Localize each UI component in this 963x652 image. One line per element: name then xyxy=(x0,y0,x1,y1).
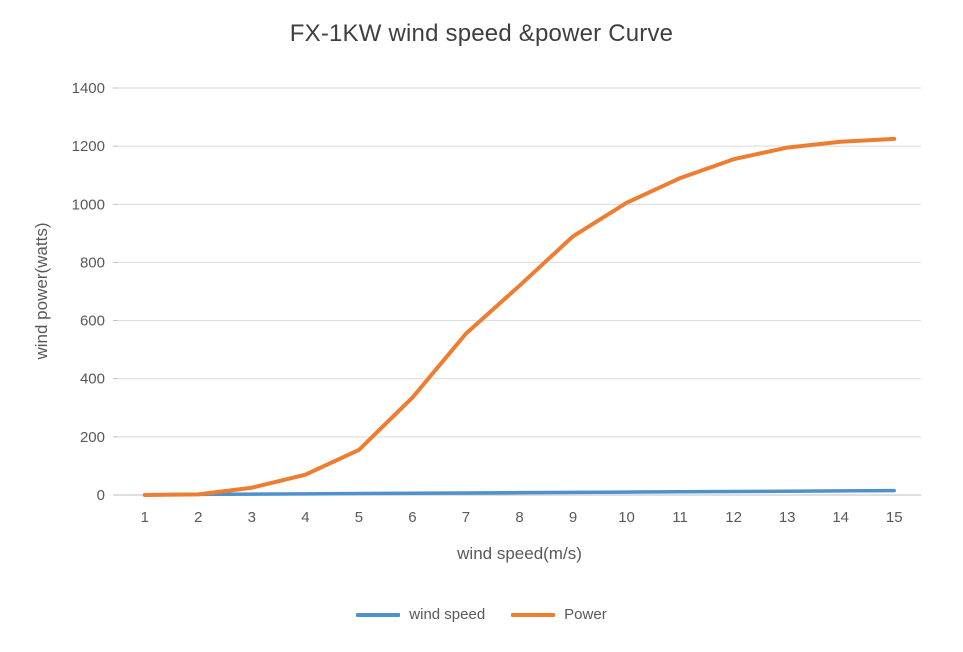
legend-item-wind-speed: wind speed xyxy=(356,606,485,623)
x-tick-label: 1 xyxy=(141,509,149,526)
x-tick-label: 11 xyxy=(672,509,688,526)
x-tick-label: 13 xyxy=(779,509,796,526)
legend: wind speed Power xyxy=(0,606,963,623)
x-tick-label: 15 xyxy=(886,509,903,526)
x-tick-label: 4 xyxy=(301,509,309,526)
x-tick-label: 14 xyxy=(832,509,849,526)
y-tick-label: 0 xyxy=(97,487,105,504)
y-tick-label: 400 xyxy=(80,371,105,388)
x-tick-label: 12 xyxy=(725,509,742,526)
y-tick-label: 200 xyxy=(80,429,105,446)
x-tick-label: 5 xyxy=(355,509,363,526)
legend-label-wind-speed: wind speed xyxy=(409,606,486,623)
x-tick-label: 9 xyxy=(569,509,577,526)
y-tick-label: 600 xyxy=(80,313,105,330)
x-tick-label: 2 xyxy=(194,509,202,526)
Power-line xyxy=(142,136,897,497)
y-tick-label: 1400 xyxy=(72,80,105,97)
power-line-swatch xyxy=(511,612,556,617)
chart-title: FX-1KW wind speed &power Curve xyxy=(289,20,674,47)
legend-item-power: Power xyxy=(511,606,607,623)
x-axis-title: wind speed(m/s) xyxy=(457,544,582,563)
x-tick-label: 3 xyxy=(248,509,256,526)
legend-label-power: Power xyxy=(564,606,607,623)
x-tick-label: 8 xyxy=(515,509,523,526)
y-tick-label: 1000 xyxy=(72,196,105,213)
y-tick-label: 1200 xyxy=(72,138,105,155)
x-tick-label: 6 xyxy=(408,509,416,526)
x-tick-label: 7 xyxy=(462,509,470,526)
y-tick-label: 800 xyxy=(80,254,105,271)
wind-speed-line-swatch xyxy=(356,612,401,617)
y-axis-title: wind power(watts) xyxy=(32,222,51,360)
x-tick-label: 10 xyxy=(618,509,635,526)
wind-speed-line xyxy=(143,488,896,497)
